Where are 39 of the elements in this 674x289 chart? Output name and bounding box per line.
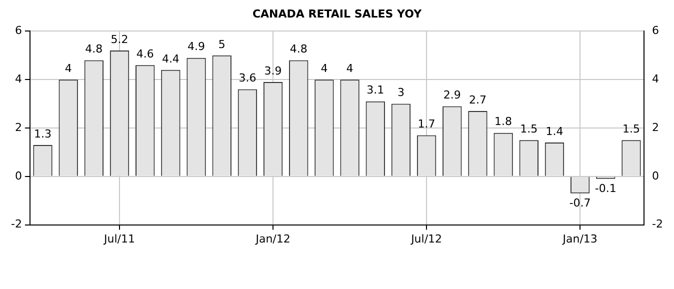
y-tick-label: 2: [14, 120, 22, 134]
data-label: 4: [64, 62, 72, 75]
data-label: 5.2: [110, 32, 128, 46]
data-label: 1.3: [34, 127, 52, 140]
data-label: 4.6: [136, 47, 154, 60]
data-label: 3: [397, 86, 404, 100]
data-label: 4: [320, 62, 328, 75]
x-tick-label: Jul/12: [410, 232, 442, 246]
y2-tick-label: 4: [652, 72, 660, 86]
data-label: 5: [218, 38, 226, 51]
data-label: 1.4: [546, 124, 564, 138]
y-tick-label: 6: [14, 24, 22, 38]
data-label: 4.8: [290, 42, 308, 56]
x-tick-label: Jul/11: [103, 232, 136, 246]
data-label: 3.6: [238, 72, 256, 85]
y2-tick-label: -2: [652, 218, 663, 231]
data-label: 4.9: [188, 40, 206, 54]
data-label: 1.7: [418, 118, 436, 131]
y2-tick-label: 2: [652, 120, 660, 134]
data-label: 4: [346, 62, 354, 75]
chart-title: CANADA RETAIL SALES YOY: [252, 7, 423, 20]
y-tick-label: 0: [14, 169, 22, 182]
data-label: 4.8: [85, 42, 103, 56]
y-tick-label: -2: [11, 218, 22, 231]
data-label: 1.5: [520, 122, 538, 136]
data-label: 2.7: [468, 93, 486, 106]
y-tick-label: 4: [14, 72, 22, 86]
data-label: 3.1: [366, 84, 384, 97]
y2-tick-label: 6: [652, 24, 660, 38]
data-label: 4.4: [162, 52, 180, 66]
data-label: 1.8: [494, 115, 512, 128]
data-label: 1.5: [622, 122, 640, 136]
x-tick-label: Jan/13: [562, 232, 598, 246]
data-label: -0.1: [594, 182, 616, 196]
data-label: 3.9: [264, 64, 282, 78]
data-label: -0.7: [569, 196, 591, 210]
data-label: 2.9: [443, 88, 461, 102]
y2-tick-label: 0: [652, 169, 660, 182]
x-tick-label: Jan/12: [254, 232, 290, 246]
